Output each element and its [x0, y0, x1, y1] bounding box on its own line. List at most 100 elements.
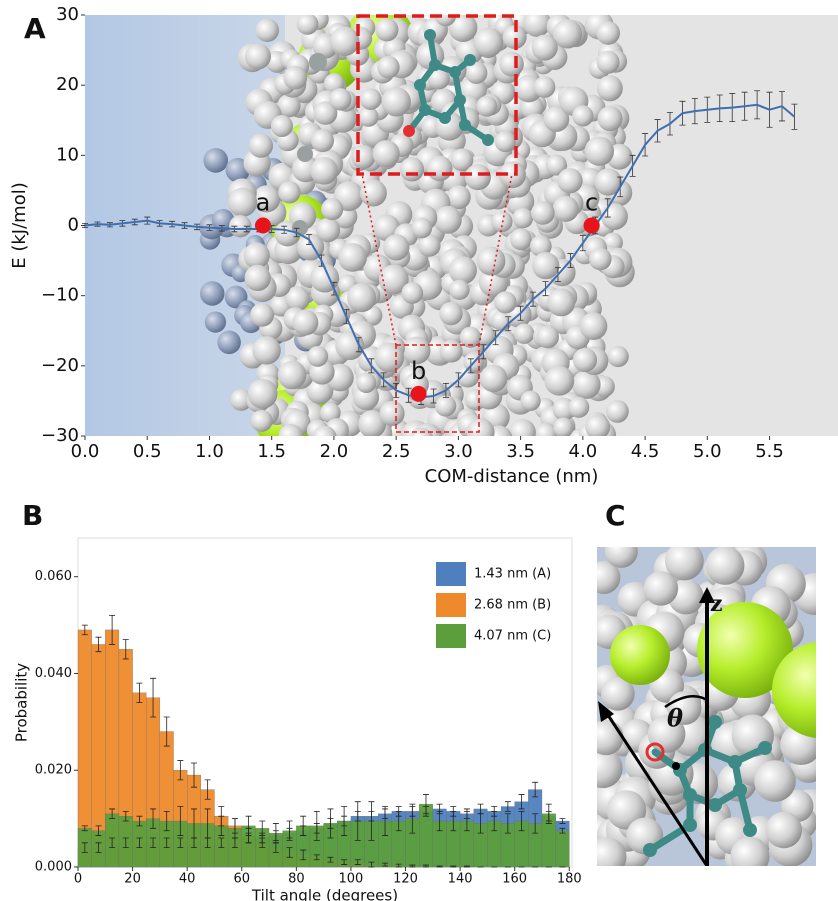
sphere — [329, 88, 352, 111]
atom — [459, 119, 471, 131]
sphere — [329, 26, 360, 57]
inset-box — [356, 14, 518, 176]
point-marker — [254, 217, 271, 234]
sphere — [270, 114, 293, 138]
atom — [643, 843, 657, 857]
error-bar — [491, 810, 498, 832]
sphere — [607, 345, 629, 368]
error-bar — [409, 864, 416, 868]
bar — [555, 830, 570, 868]
sphere — [435, 15, 457, 27]
sphere — [596, 21, 621, 45]
y-tick-label: 0 — [68, 215, 79, 236]
sphere — [313, 101, 338, 125]
atom — [728, 755, 742, 769]
sphere — [553, 417, 574, 436]
sphere — [730, 836, 770, 866]
sphere — [377, 55, 400, 79]
sphere — [459, 326, 481, 348]
error-bar — [559, 827, 566, 834]
x-tick-label: 2.5 — [382, 441, 411, 462]
sphere — [600, 676, 635, 711]
error-bar — [341, 859, 348, 865]
atom — [645, 742, 665, 762]
angle-name: θ — [667, 704, 683, 733]
atom — [733, 783, 747, 797]
sphere — [248, 133, 274, 158]
sphere — [247, 378, 278, 409]
sphere — [597, 837, 627, 866]
sphere — [435, 395, 457, 417]
sphere — [292, 309, 319, 336]
x-tick-label: 3.5 — [506, 441, 535, 462]
sphere — [572, 105, 594, 127]
sphere — [466, 418, 495, 436]
sphere — [473, 27, 504, 58]
error-bar — [204, 779, 211, 800]
sphere — [557, 168, 583, 194]
error-bar — [122, 639, 129, 660]
y-tick-label: 10 — [56, 144, 79, 165]
sphere — [502, 25, 527, 49]
error-bar — [109, 615, 116, 645]
sphere — [643, 571, 679, 606]
sphere — [596, 75, 623, 102]
sphere — [338, 242, 367, 272]
sphere — [359, 88, 382, 110]
sphere — [278, 423, 303, 436]
error-bar — [450, 810, 457, 832]
atom — [708, 798, 722, 812]
sphere — [250, 302, 274, 327]
panel-label: B — [22, 499, 43, 532]
sphere — [604, 547, 638, 568]
sphere — [356, 372, 377, 393]
sphere — [520, 390, 541, 411]
error-bar — [518, 810, 525, 832]
sphere — [252, 185, 281, 213]
x-tick-label: 100 — [339, 872, 364, 887]
x-tick-label: 180 — [557, 872, 582, 887]
sphere — [204, 311, 227, 333]
error-bar — [477, 813, 484, 834]
sphere — [449, 279, 470, 300]
annotation: a — [256, 189, 271, 217]
legend-label: 2.68 nm (B) — [474, 598, 551, 613]
atom — [424, 29, 436, 41]
sphere — [309, 53, 327, 71]
sphere — [351, 145, 376, 170]
x-axis-label: COM-distance (nm) — [425, 466, 599, 487]
atom — [429, 59, 441, 71]
error-bar — [354, 801, 361, 841]
error-bar — [300, 815, 307, 836]
sphere — [705, 547, 745, 585]
sphere — [571, 370, 601, 399]
sphere — [277, 360, 307, 390]
sphere — [532, 252, 560, 280]
error-bar — [136, 682, 143, 703]
error-bar — [436, 865, 443, 868]
atom — [414, 79, 426, 91]
connector — [361, 173, 513, 346]
sphere — [543, 106, 570, 132]
point-marker — [583, 217, 600, 234]
x-tick-label: 4.5 — [631, 441, 660, 462]
sphere — [509, 418, 536, 436]
x-axis-label: Tilt angle (degrees) — [251, 887, 398, 901]
sphere — [552, 19, 583, 49]
y-axis-label: E (kJ/mol) — [9, 182, 30, 268]
sphere — [512, 207, 534, 229]
error-bar — [532, 781, 539, 798]
error-bar — [504, 801, 511, 812]
sphere — [250, 409, 273, 432]
x-tick-label: 20 — [124, 872, 141, 887]
error-bar — [163, 716, 170, 747]
sphere — [402, 336, 431, 365]
sphere — [596, 50, 620, 74]
sphere — [359, 179, 387, 207]
error-bar — [341, 806, 348, 836]
x-tick-label: 80 — [288, 872, 305, 887]
error-bar — [532, 813, 539, 834]
error-bar — [463, 865, 470, 868]
sphere — [531, 201, 555, 225]
sphere — [597, 719, 624, 756]
